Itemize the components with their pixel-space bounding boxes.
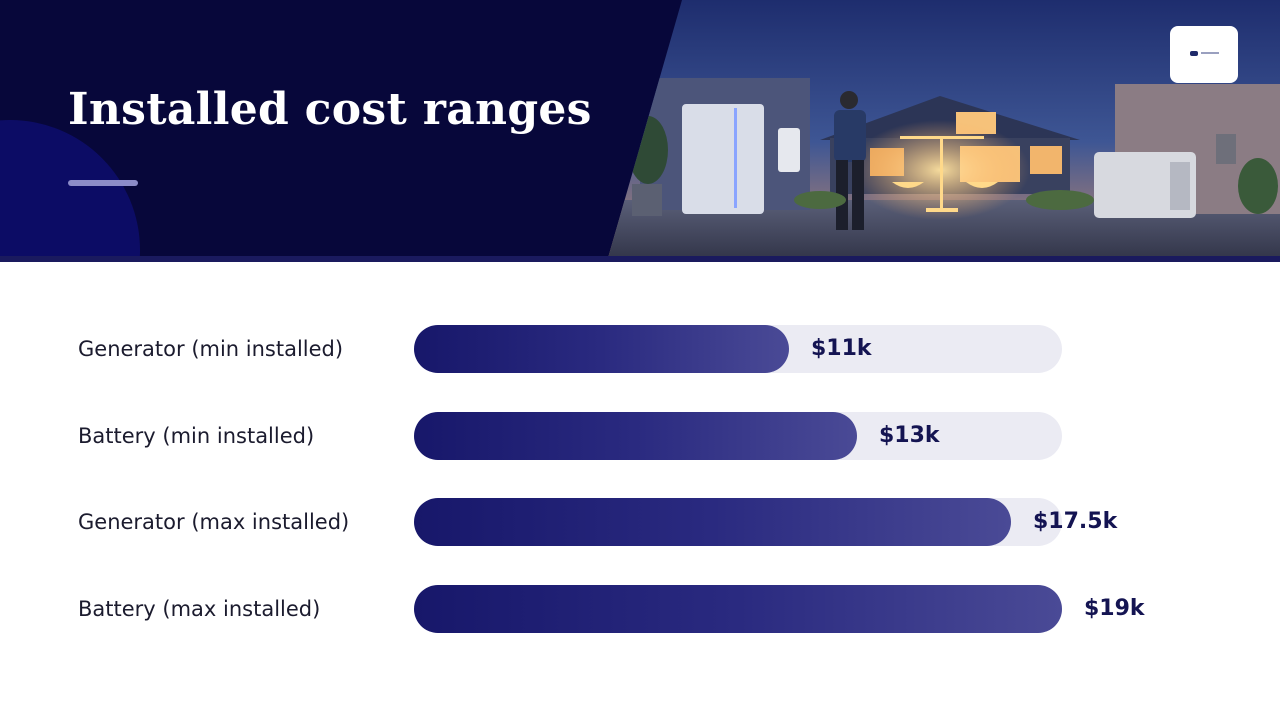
slide-title: Installed cost ranges: [68, 84, 592, 135]
header-photo: [608, 0, 1280, 258]
bar: [414, 498, 1011, 546]
bar: [414, 325, 789, 373]
bar-value-label: $13k: [879, 423, 940, 448]
title-underline: [68, 180, 138, 186]
bar-value-label: $17.5k: [1033, 509, 1118, 534]
bar-category-label: Battery (max installed): [78, 597, 321, 621]
header-divider: [0, 256, 1280, 262]
bar-category-label: Generator (min installed): [78, 337, 344, 361]
logo-wordmark: [1201, 52, 1219, 54]
bar-value-label: $19k: [1084, 596, 1145, 621]
bar-category-label: Battery (min installed): [78, 424, 315, 448]
logo-mark-icon: [1190, 51, 1198, 56]
bar: [414, 585, 1062, 633]
bar: [414, 412, 857, 460]
header-banner: Installed cost ranges: [0, 0, 1280, 262]
bar-category-label: Generator (max installed): [78, 510, 350, 534]
logo: [1170, 26, 1238, 83]
bar-value-label: $11k: [811, 336, 872, 361]
